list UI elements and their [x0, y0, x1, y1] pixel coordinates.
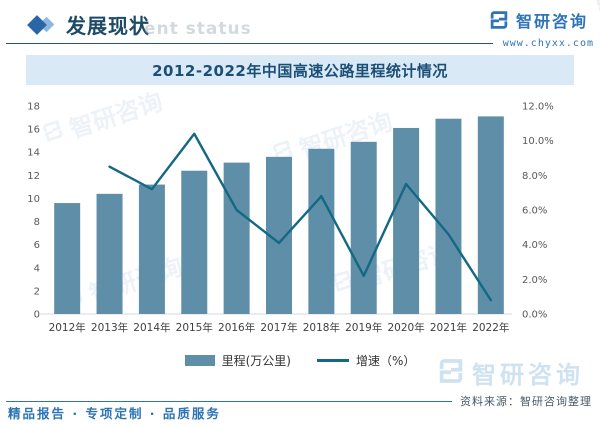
y-axis-left-tick: 8: [34, 217, 40, 228]
bar-2022年: [477, 116, 504, 315]
page-title: 发展现状: [66, 14, 150, 38]
y-axis-left-tick: 0: [34, 310, 40, 321]
brand-logo: 智研咨询: [488, 8, 588, 32]
x-axis-tick: 2017年: [260, 321, 297, 334]
y-axis-left-tick: 12: [27, 171, 40, 182]
bar-2014年: [138, 184, 165, 314]
x-axis-tick: 2012年: [49, 321, 86, 334]
brand-logo-icon: [488, 9, 510, 31]
x-axis-tick: 2022年: [472, 321, 509, 334]
y-axis-left-tick: 6: [34, 240, 40, 251]
bar-2019年: [350, 141, 377, 314]
footer-divider: [6, 400, 452, 402]
legend-item-growth: 增速（%）: [316, 352, 416, 369]
x-axis-tick: 2021年: [430, 321, 467, 334]
chart-title-banner: 2012-2022年中国高速公路里程统计情况: [26, 55, 574, 85]
legend-item-mileage: 里程(万公里): [184, 352, 291, 369]
chart: 0 2 4 6 8 10 12 14 16 18 0.0% 2.0% 4.0% 6.0% 8.0% 10.0%…: [20, 94, 580, 342]
legend-label-mileage: 里程(万公里): [221, 354, 291, 368]
x-axis-tick: 2016年: [218, 321, 255, 334]
header: 发展现状 ent status 智研咨询 www.chyxx.com: [0, 8, 600, 49]
source-note: 资料来源：智研咨询整理: [460, 395, 592, 408]
bar-2021年: [435, 118, 462, 314]
y-axis-right-tick: 10.0%: [522, 136, 554, 147]
page-title-ghost: ent status: [144, 18, 252, 39]
y-axis-left-tick: 10: [27, 194, 40, 205]
mileage-swatch-icon: [184, 355, 215, 366]
x-axis-tick: 2018年: [303, 321, 340, 334]
x-axis-tick: 2014年: [133, 321, 170, 334]
x-axis-tick: 2015年: [176, 321, 213, 334]
chart-legend: 里程(万公里) 增速（%）: [0, 352, 600, 369]
y-axis-right-tick: 0.0%: [522, 310, 547, 321]
diamond-bullet-icon: [27, 14, 58, 35]
chart-title: 2012-2022年中国高速公路里程统计情况: [152, 61, 448, 80]
y-axis-right-tick: 6.0%: [522, 206, 547, 217]
y-axis-right-tick: 8.0%: [522, 171, 547, 182]
y-axis-left-tick: 18: [27, 102, 40, 113]
bar-2015年: [181, 170, 208, 314]
legend-label-growth: 增速（%）: [355, 354, 416, 368]
x-axis-tick: 2019年: [345, 321, 382, 334]
footer-tagline: 精品报告 · 专项定制 · 品质服务: [8, 406, 221, 421]
y-axis-left-tick: 16: [27, 125, 40, 136]
y-axis-left-tick: 2: [34, 286, 40, 297]
header-divider: [6, 43, 493, 44]
website-url: www.chyxx.com: [502, 38, 594, 49]
y-axis-right-tick: 4.0%: [522, 240, 547, 251]
bar-line-chart-svg: 0 2 4 6 8 10 12 14 16 18 0.0% 2.0% 4.0% 6.0% 8.0% 10.0%…: [27, 102, 554, 335]
y-axis-right-tick: 2.0%: [522, 275, 547, 286]
bar-2013年: [96, 193, 123, 314]
bar-2020年: [393, 127, 420, 314]
bar-2012年: [54, 203, 81, 314]
bar-2016年: [223, 162, 250, 314]
x-axis-tick: 2013年: [91, 321, 128, 334]
growth-line: [108, 132, 493, 302]
y-axis-right-tick: 12.0%: [522, 102, 554, 113]
y-axis-left-tick: 14: [27, 148, 40, 159]
growth-line-swatch-icon: [316, 359, 349, 362]
brand-name: 智研咨询: [515, 12, 588, 31]
bar-2018年: [308, 148, 335, 314]
y-axis-left-tick: 4: [34, 263, 40, 274]
x-axis-tick: 2020年: [387, 321, 424, 334]
